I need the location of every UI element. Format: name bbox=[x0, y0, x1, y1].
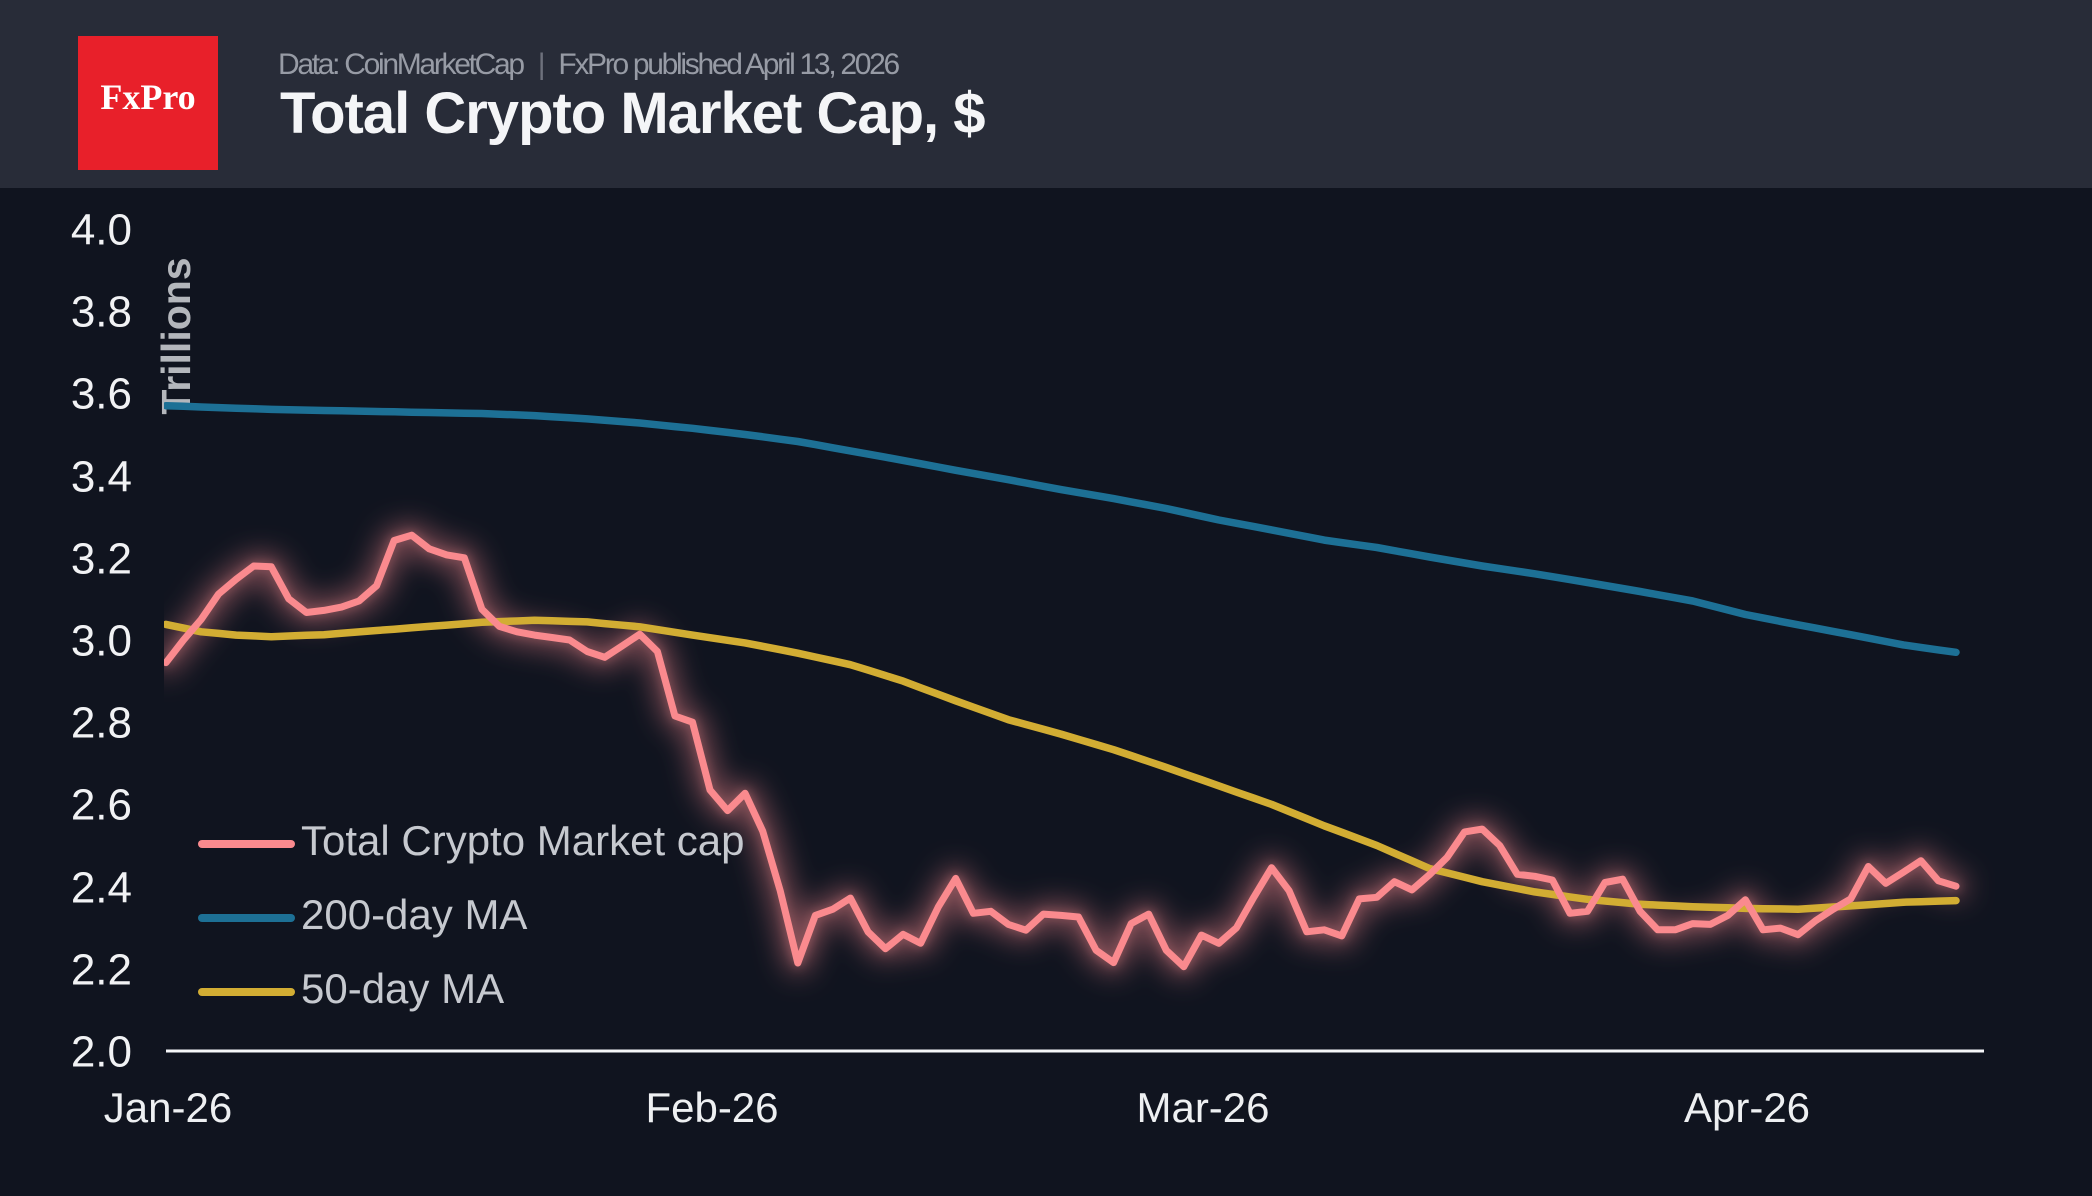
svg-text:2.2: 2.2 bbox=[71, 945, 132, 994]
svg-text:50-day MA: 50-day MA bbox=[301, 965, 504, 1012]
svg-text:2.0: 2.0 bbox=[71, 1027, 132, 1076]
svg-text:Mar-26: Mar-26 bbox=[1136, 1084, 1269, 1131]
svg-text:2.8: 2.8 bbox=[71, 698, 132, 747]
svg-text:Total Crypto Market cap: Total Crypto Market cap bbox=[301, 817, 745, 864]
svg-text:4.0: 4.0 bbox=[71, 205, 132, 254]
svg-text:Apr-26: Apr-26 bbox=[1684, 1084, 1810, 1131]
svg-text:3.8: 3.8 bbox=[71, 287, 132, 336]
svg-text:2.4: 2.4 bbox=[71, 863, 132, 912]
svg-text:3.4: 3.4 bbox=[71, 452, 132, 501]
svg-text:3.6: 3.6 bbox=[71, 369, 132, 418]
svg-text:3.0: 3.0 bbox=[71, 616, 132, 665]
svg-text:Trillions: Trillions bbox=[153, 257, 199, 414]
svg-text:Jan-26: Jan-26 bbox=[104, 1084, 232, 1131]
svg-text:200-day MA: 200-day MA bbox=[301, 891, 527, 938]
svg-text:2.6: 2.6 bbox=[71, 780, 132, 829]
svg-text:Feb-26: Feb-26 bbox=[645, 1084, 778, 1131]
svg-text:3.2: 3.2 bbox=[71, 534, 132, 583]
